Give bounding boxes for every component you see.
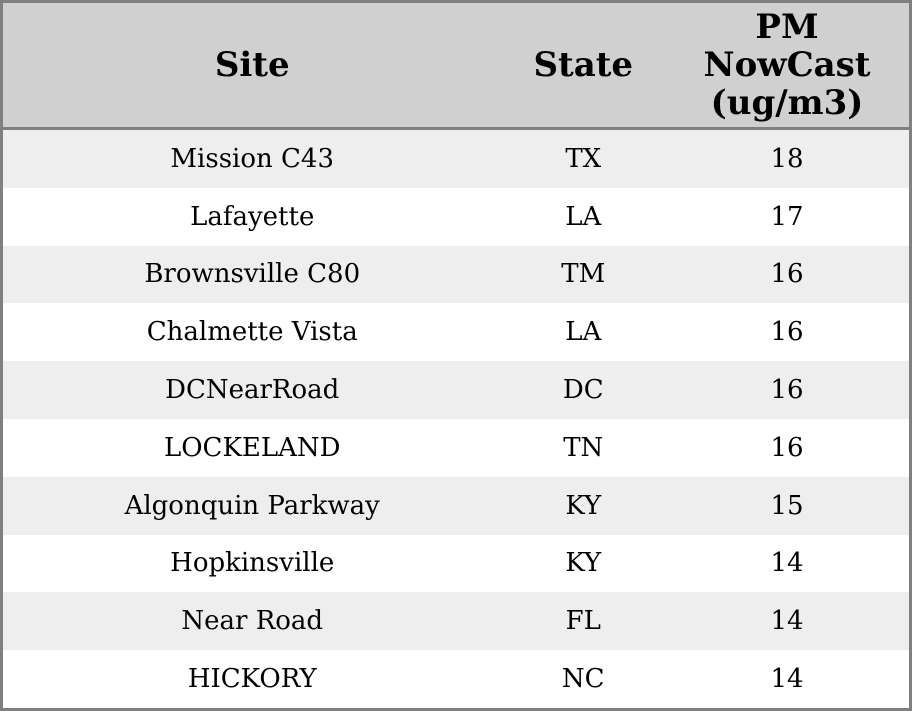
pm-nowcast-cell: 16 (665, 361, 911, 419)
state-cell: DC (501, 361, 666, 419)
site-cell: Mission C43 (1, 128, 502, 188)
site-cell: DCNearRoad (1, 361, 502, 419)
table-row: Near Road FL 14 (1, 592, 911, 651)
pm-nowcast-cell: 14 (665, 592, 911, 651)
table-row: HICKORY NC 14 (1, 650, 911, 710)
column-header-site: Site (1, 1, 502, 130)
pm-nowcast-cell: 14 (665, 650, 911, 710)
table-header: Site State PM NowCast (ug/m3) (1, 1, 911, 130)
state-cell: KY (501, 534, 666, 593)
pm-nowcast-cell: 16 (665, 418, 911, 477)
column-header-state: State (501, 1, 666, 130)
state-cell: TN (501, 418, 666, 477)
column-header-pm-nowcast: PM NowCast (ug/m3) (665, 1, 911, 130)
state-cell: FL (501, 592, 666, 651)
pm-nowcast-cell: 16 (665, 245, 911, 304)
state-cell: TX (501, 128, 666, 188)
table-row: Lafayette LA 17 (1, 187, 911, 246)
state-cell: NC (501, 650, 666, 710)
table-row: Algonquin Parkway KY 15 (1, 476, 911, 535)
site-cell: Lafayette (1, 187, 502, 246)
header-row: Site State PM NowCast (ug/m3) (1, 1, 911, 130)
table-row: DCNearRoad DC 16 (1, 361, 911, 419)
table-row: Mission C43 TX 18 (1, 128, 911, 188)
site-cell: HICKORY (1, 650, 502, 710)
site-cell: LOCKELAND (1, 418, 502, 477)
pm-nowcast-cell: 15 (665, 476, 911, 535)
site-cell: Near Road (1, 592, 502, 651)
table-body: Mission C43 TX 18 Lafayette LA 17 Browns… (1, 128, 911, 710)
table-row: Brownsville C80 TM 16 (1, 245, 911, 304)
state-cell: TM (501, 245, 666, 304)
pm-nowcast-cell: 17 (665, 187, 911, 246)
site-cell: Brownsville C80 (1, 245, 502, 304)
site-cell: Hopkinsville (1, 534, 502, 593)
state-cell: KY (501, 476, 666, 535)
table-row: Chalmette Vista LA 16 (1, 303, 911, 362)
pm-nowcast-cell: 14 (665, 534, 911, 593)
state-cell: LA (501, 187, 666, 246)
table-row: Hopkinsville KY 14 (1, 534, 911, 593)
pm-nowcast-cell: 18 (665, 128, 911, 188)
pm-nowcast-cell: 16 (665, 303, 911, 362)
site-cell: Chalmette Vista (1, 303, 502, 362)
state-cell: LA (501, 303, 666, 362)
site-cell: Algonquin Parkway (1, 476, 502, 535)
table-row: LOCKELAND TN 16 (1, 418, 911, 477)
